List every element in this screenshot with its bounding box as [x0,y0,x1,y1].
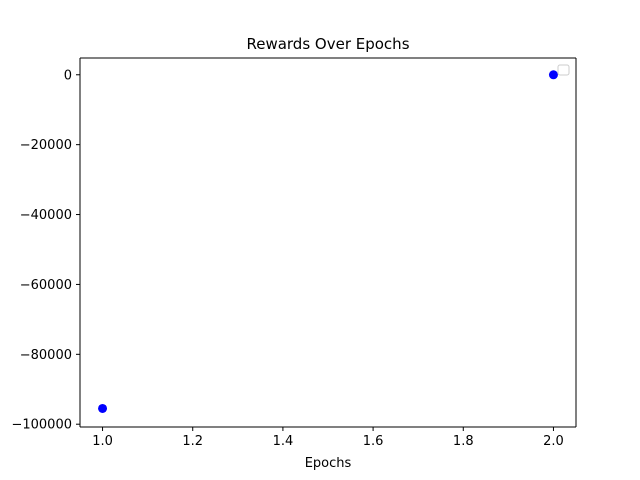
x-tick-label: 2.0 [543,434,564,449]
y-tick-label: −60000 [20,278,72,293]
plot-area: 1.0 1.2 1.4 1.6 1.8 2.0 0 −20000 −40000 −60000 −80… [11,57,577,449]
data-point [98,403,108,413]
x-tick-label: 1.2 [182,434,203,449]
y-tick-label: −20000 [20,138,72,153]
x-tick-label: 1.4 [273,434,294,449]
x-tick-label: 1.8 [453,434,474,449]
y-tick-label: 0 [64,68,72,83]
y-tick-label: −80000 [20,348,72,363]
data-point [548,70,558,80]
x-tick-label: 1.6 [363,434,384,449]
x-tick-label: 1.0 [92,434,113,449]
y-tick-label: −40000 [20,208,72,223]
x-axis-label: Epochs [305,456,352,471]
legend-box [557,64,570,76]
chart-title: Rewards Over Epochs [246,35,409,53]
y-tick-label: −100000 [11,418,72,433]
plot-background [80,58,576,427]
